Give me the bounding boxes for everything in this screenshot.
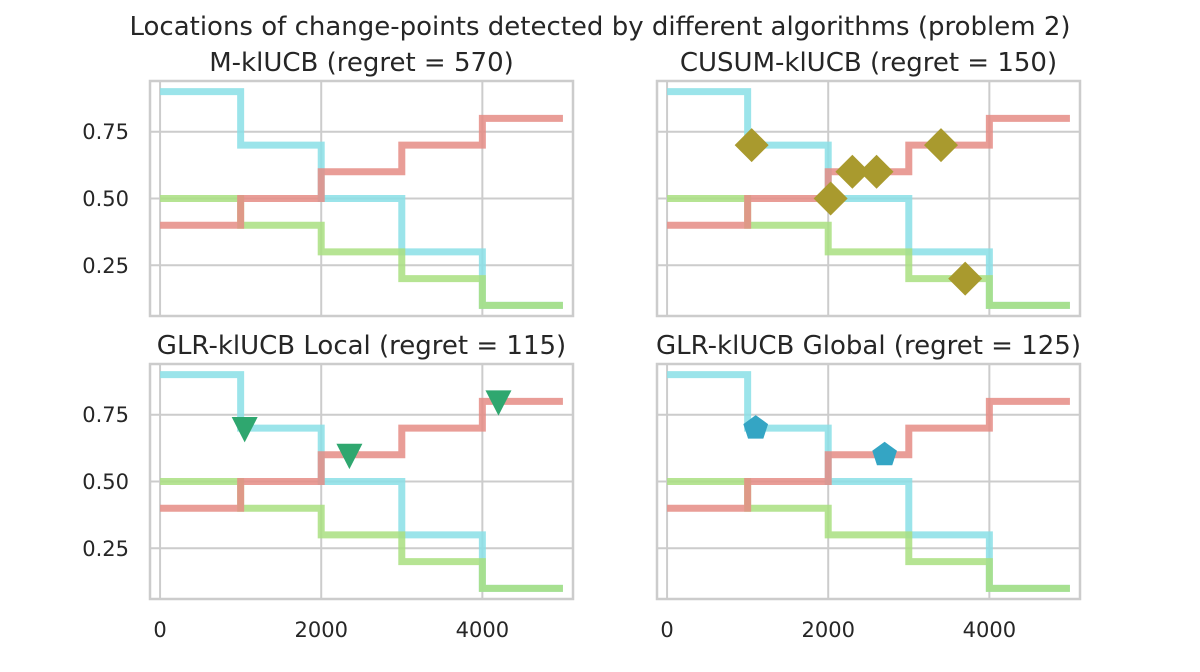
x-tick-label: 4000 [456,618,509,642]
changepoint-marker [948,261,983,296]
changepoint-marker [924,128,959,163]
changepoint-marker [743,415,769,439]
series-line-2 [667,195,1070,309]
series-line-2 [160,478,563,592]
subplot-title: GLR-klUCB Local (regret = 115) [157,331,566,361]
series-line-2 [667,478,1070,592]
subplot-title: CUSUM-klUCB (regret = 150) [680,48,1057,78]
y-tick-label: 0.75 [82,120,129,144]
series-group [667,371,1070,592]
y-tick-label: 0.25 [82,254,129,278]
changepoint-marker [835,154,870,189]
changepoint-marker [485,390,512,416]
series-line-3 [667,397,1070,512]
y-tick-label: 0.75 [82,403,129,427]
changepoint-marker [336,443,363,470]
subplot-title: M-klUCB (regret = 570) [209,48,514,78]
series-group [160,88,563,309]
subplot-2: CUSUM-klUCB (regret = 150) [655,48,1082,318]
changepoint-marker [813,181,848,216]
subplots: M-klUCB (regret = 570) 0.25 0.50 0.75 CUSUM-… [82,48,1082,642]
series-line-3 [160,397,563,512]
y-tick-label: 0.25 [82,537,129,561]
y-tick-label: 0.50 [82,470,129,494]
changepoint-marker [231,417,258,443]
figure-suptitle: Locations of change-points detected by d… [129,12,1070,42]
series-line-2 [160,195,563,309]
axes-frame [655,79,1082,318]
axes-frame [148,79,575,318]
axes-frame [148,362,575,601]
y-tick-label: 0.50 [82,187,129,211]
series-group [160,371,563,592]
x-tick-label: 2000 [801,618,854,642]
subplot-1: M-klUCB (regret = 570) 0.25 0.50 0.75 [82,48,575,318]
axes-frame [655,362,1082,601]
x-tick-label: 2000 [294,618,347,642]
x-tick-label: 4000 [963,618,1016,642]
subplot-3: GLR-klUCB Local (regret = 115) 0.25 0.50 0.… [82,331,575,642]
x-tick-label: 0 [153,618,166,642]
changepoint-marker [872,441,897,466]
series-line-3 [160,114,563,229]
x-tick-label: 0 [660,618,673,642]
changepoint-marker [734,128,769,163]
subplot-4: GLR-klUCB Global (regret = 125) 0 2000 4000 [655,331,1082,642]
series-group [667,88,1070,309]
subplot-title: GLR-klUCB Global (regret = 125) [656,331,1081,361]
changepoint-marker [859,154,894,189]
